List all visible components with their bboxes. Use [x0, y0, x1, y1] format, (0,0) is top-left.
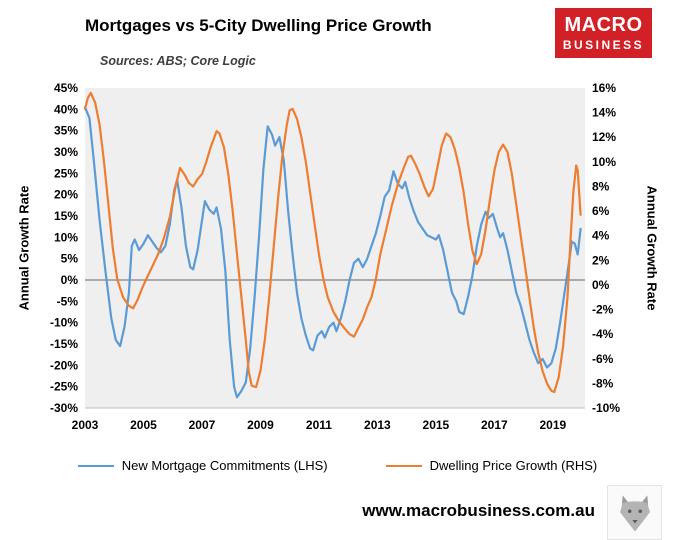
y-left-tick-label: 0%: [61, 273, 79, 287]
y-right-tick-label: 10%: [592, 155, 616, 169]
y-left-tick-label: 5%: [61, 252, 79, 266]
x-tick-label: 2017: [481, 418, 508, 432]
y-left-tick-label: -20%: [50, 358, 78, 372]
y-right-tick-label: 12%: [592, 130, 616, 144]
y-left-tick-label: 10%: [54, 230, 78, 244]
mortgage-series-swatch: [77, 464, 114, 467]
logo-line1: MACRO: [564, 14, 643, 36]
macrobusiness-logo: MACRO BUSINESS: [555, 8, 652, 58]
y-left-tick-label: -30%: [50, 401, 78, 415]
y-right-tick-label: -4%: [592, 327, 614, 341]
chart-subtitle: Sources: ABS; Core Logic: [100, 54, 256, 68]
y-left-tick-label: -5%: [57, 294, 79, 308]
chart-title: Mortgages vs 5-City Dwelling Price Growt…: [85, 16, 432, 35]
y-left-tick-label: 30%: [54, 145, 78, 159]
legend-label-mortgage: New Mortgage Commitments (LHS): [121, 458, 328, 473]
y-right-tick-label: -8%: [592, 376, 614, 390]
y-left-tick-label: 35%: [54, 124, 78, 138]
x-tick-label: 2007: [189, 418, 216, 432]
y-right-tick-label: 4%: [592, 229, 610, 243]
y-right-tick-label: -6%: [592, 352, 614, 366]
y-right-tick-label: 8%: [592, 179, 610, 193]
line-chart: 45% 40% 35% 30% 25% 20% 15% 10% 5% 0% -5% -10% -15% -…: [50, 81, 620, 432]
wolf-icon: [619, 494, 650, 531]
y-left-tick-label: 15%: [54, 209, 78, 223]
legend-item-mortgage: New Mortgage Commitments (LHS): [77, 458, 328, 473]
y-right-tick-label: 0%: [592, 278, 610, 292]
y-left-tick-label: 40%: [54, 102, 78, 116]
x-tick-label: 2005: [130, 418, 157, 432]
plot-area: [85, 88, 585, 408]
legend-item-dwelling: Dwelling Price Growth (RHS): [385, 458, 598, 473]
x-tick-label: 2009: [247, 418, 274, 432]
y-left-tick-label: -15%: [50, 337, 78, 351]
wolf-logo: [607, 485, 662, 540]
x-tick-label: 2015: [423, 418, 450, 432]
dwelling-series-swatch: [385, 464, 422, 467]
logo-line2: BUSINESS: [562, 38, 645, 52]
chart-legend: New Mortgage Commitments (LHS) Dwelling …: [0, 458, 675, 473]
y-left-tick-label: 45%: [54, 81, 78, 95]
y-left-tick-label: 20%: [54, 188, 78, 202]
x-tick-label: 2019: [539, 418, 566, 432]
y-right-tick-label: 6%: [592, 204, 610, 218]
series-line-dwelling-price-growth: [83, 91, 582, 394]
x-tick-label: 2013: [364, 418, 391, 432]
x-tick-label: 2003: [72, 418, 99, 432]
y-right-tick-label: 16%: [592, 81, 616, 95]
x-tick-label: 2011: [306, 418, 332, 432]
y-left-tick-label: -25%: [50, 380, 78, 394]
y-right-tick-label: 2%: [592, 253, 610, 267]
y-right-tick-label: 14%: [592, 106, 616, 120]
y-right-tick-label: -2%: [592, 303, 614, 317]
y-right-tick-label: -10%: [592, 401, 620, 415]
y-left-tick-label: -10%: [50, 316, 78, 330]
website-url: www.macrobusiness.com.au: [362, 501, 595, 520]
y-left-tick-label: 25%: [54, 166, 78, 180]
legend-label-dwelling: Dwelling Price Growth (RHS): [429, 458, 598, 473]
